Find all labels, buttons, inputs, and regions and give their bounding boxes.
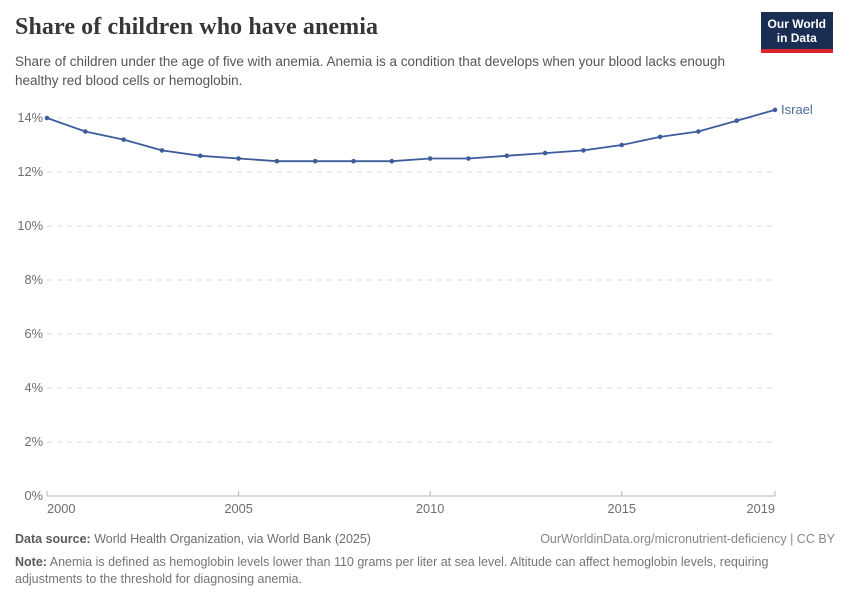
y-tick-label: 10% bbox=[17, 218, 43, 233]
y-tick-label: 14% bbox=[17, 110, 43, 125]
chart-subtitle: Share of children under the age of five … bbox=[15, 54, 725, 88]
data-point[interactable] bbox=[197, 153, 203, 159]
data-point[interactable] bbox=[466, 156, 471, 161]
data-point[interactable] bbox=[772, 107, 778, 113]
note-label: Note: bbox=[15, 555, 47, 569]
data-source-text: World Health Organization, via World Ban… bbox=[94, 532, 371, 546]
y-tick-label: 6% bbox=[25, 326, 44, 341]
x-tick-label: 2015 bbox=[608, 501, 636, 516]
attribution-link[interactable]: OurWorldinData.org/micronutrient-deficie… bbox=[540, 532, 835, 546]
data-point[interactable] bbox=[159, 148, 165, 153]
data-point[interactable] bbox=[657, 134, 663, 140]
data-point[interactable] bbox=[389, 158, 395, 164]
y-tick-label: 0% bbox=[25, 488, 44, 503]
data-point[interactable] bbox=[121, 137, 126, 142]
series-line-israel[interactable] bbox=[46, 108, 776, 163]
data-point[interactable] bbox=[504, 153, 510, 159]
page-title: Share of children who have anemia bbox=[15, 14, 379, 40]
data-point[interactable] bbox=[274, 158, 280, 164]
y-tick-label: 2% bbox=[25, 434, 44, 449]
y-tick-label: 4% bbox=[25, 380, 44, 395]
data-point[interactable] bbox=[83, 129, 88, 134]
source-row: Data source: World Health Organization, … bbox=[15, 531, 835, 548]
owid-logo-line1: Our World bbox=[767, 17, 826, 31]
data-point[interactable] bbox=[427, 156, 433, 161]
x-tick-label: 2000 bbox=[47, 501, 75, 516]
series-label-israel[interactable]: Israel bbox=[781, 102, 813, 117]
x-tick-label: 2005 bbox=[224, 501, 252, 516]
x-tick-label: 2010 bbox=[416, 501, 444, 516]
data-point[interactable] bbox=[619, 142, 625, 148]
data-point[interactable] bbox=[236, 156, 241, 161]
data-point[interactable] bbox=[696, 129, 701, 134]
owid-logo[interactable]: Our World in Data bbox=[760, 12, 833, 53]
y-tick-label: 8% bbox=[25, 272, 44, 287]
data-source-label: Data source: bbox=[15, 532, 91, 546]
y-tick-label: 12% bbox=[17, 164, 43, 179]
line-chart-canvas[interactable]: 0% 2% 4% 6% 8% 10% 12% 14% 2000 2005 2010 2015 2019 I… bbox=[0, 96, 850, 530]
x-tick-label: 2019 bbox=[747, 501, 775, 516]
data-point[interactable] bbox=[581, 148, 586, 153]
data-point[interactable] bbox=[44, 115, 50, 121]
chart-note: Note: Anemia is defined as hemoglobin le… bbox=[15, 554, 805, 588]
data-point[interactable] bbox=[351, 158, 356, 164]
note-text: Anemia is defined as hemoglobin levels l… bbox=[15, 555, 769, 586]
data-point[interactable] bbox=[734, 118, 739, 123]
chart-footer: Data source: World Health Organization, … bbox=[15, 531, 835, 588]
data-point[interactable] bbox=[542, 150, 548, 156]
data-point[interactable] bbox=[312, 158, 318, 164]
owid-logo-line2: in Data bbox=[776, 31, 817, 45]
data-source: Data source: World Health Organization, … bbox=[15, 531, 371, 548]
